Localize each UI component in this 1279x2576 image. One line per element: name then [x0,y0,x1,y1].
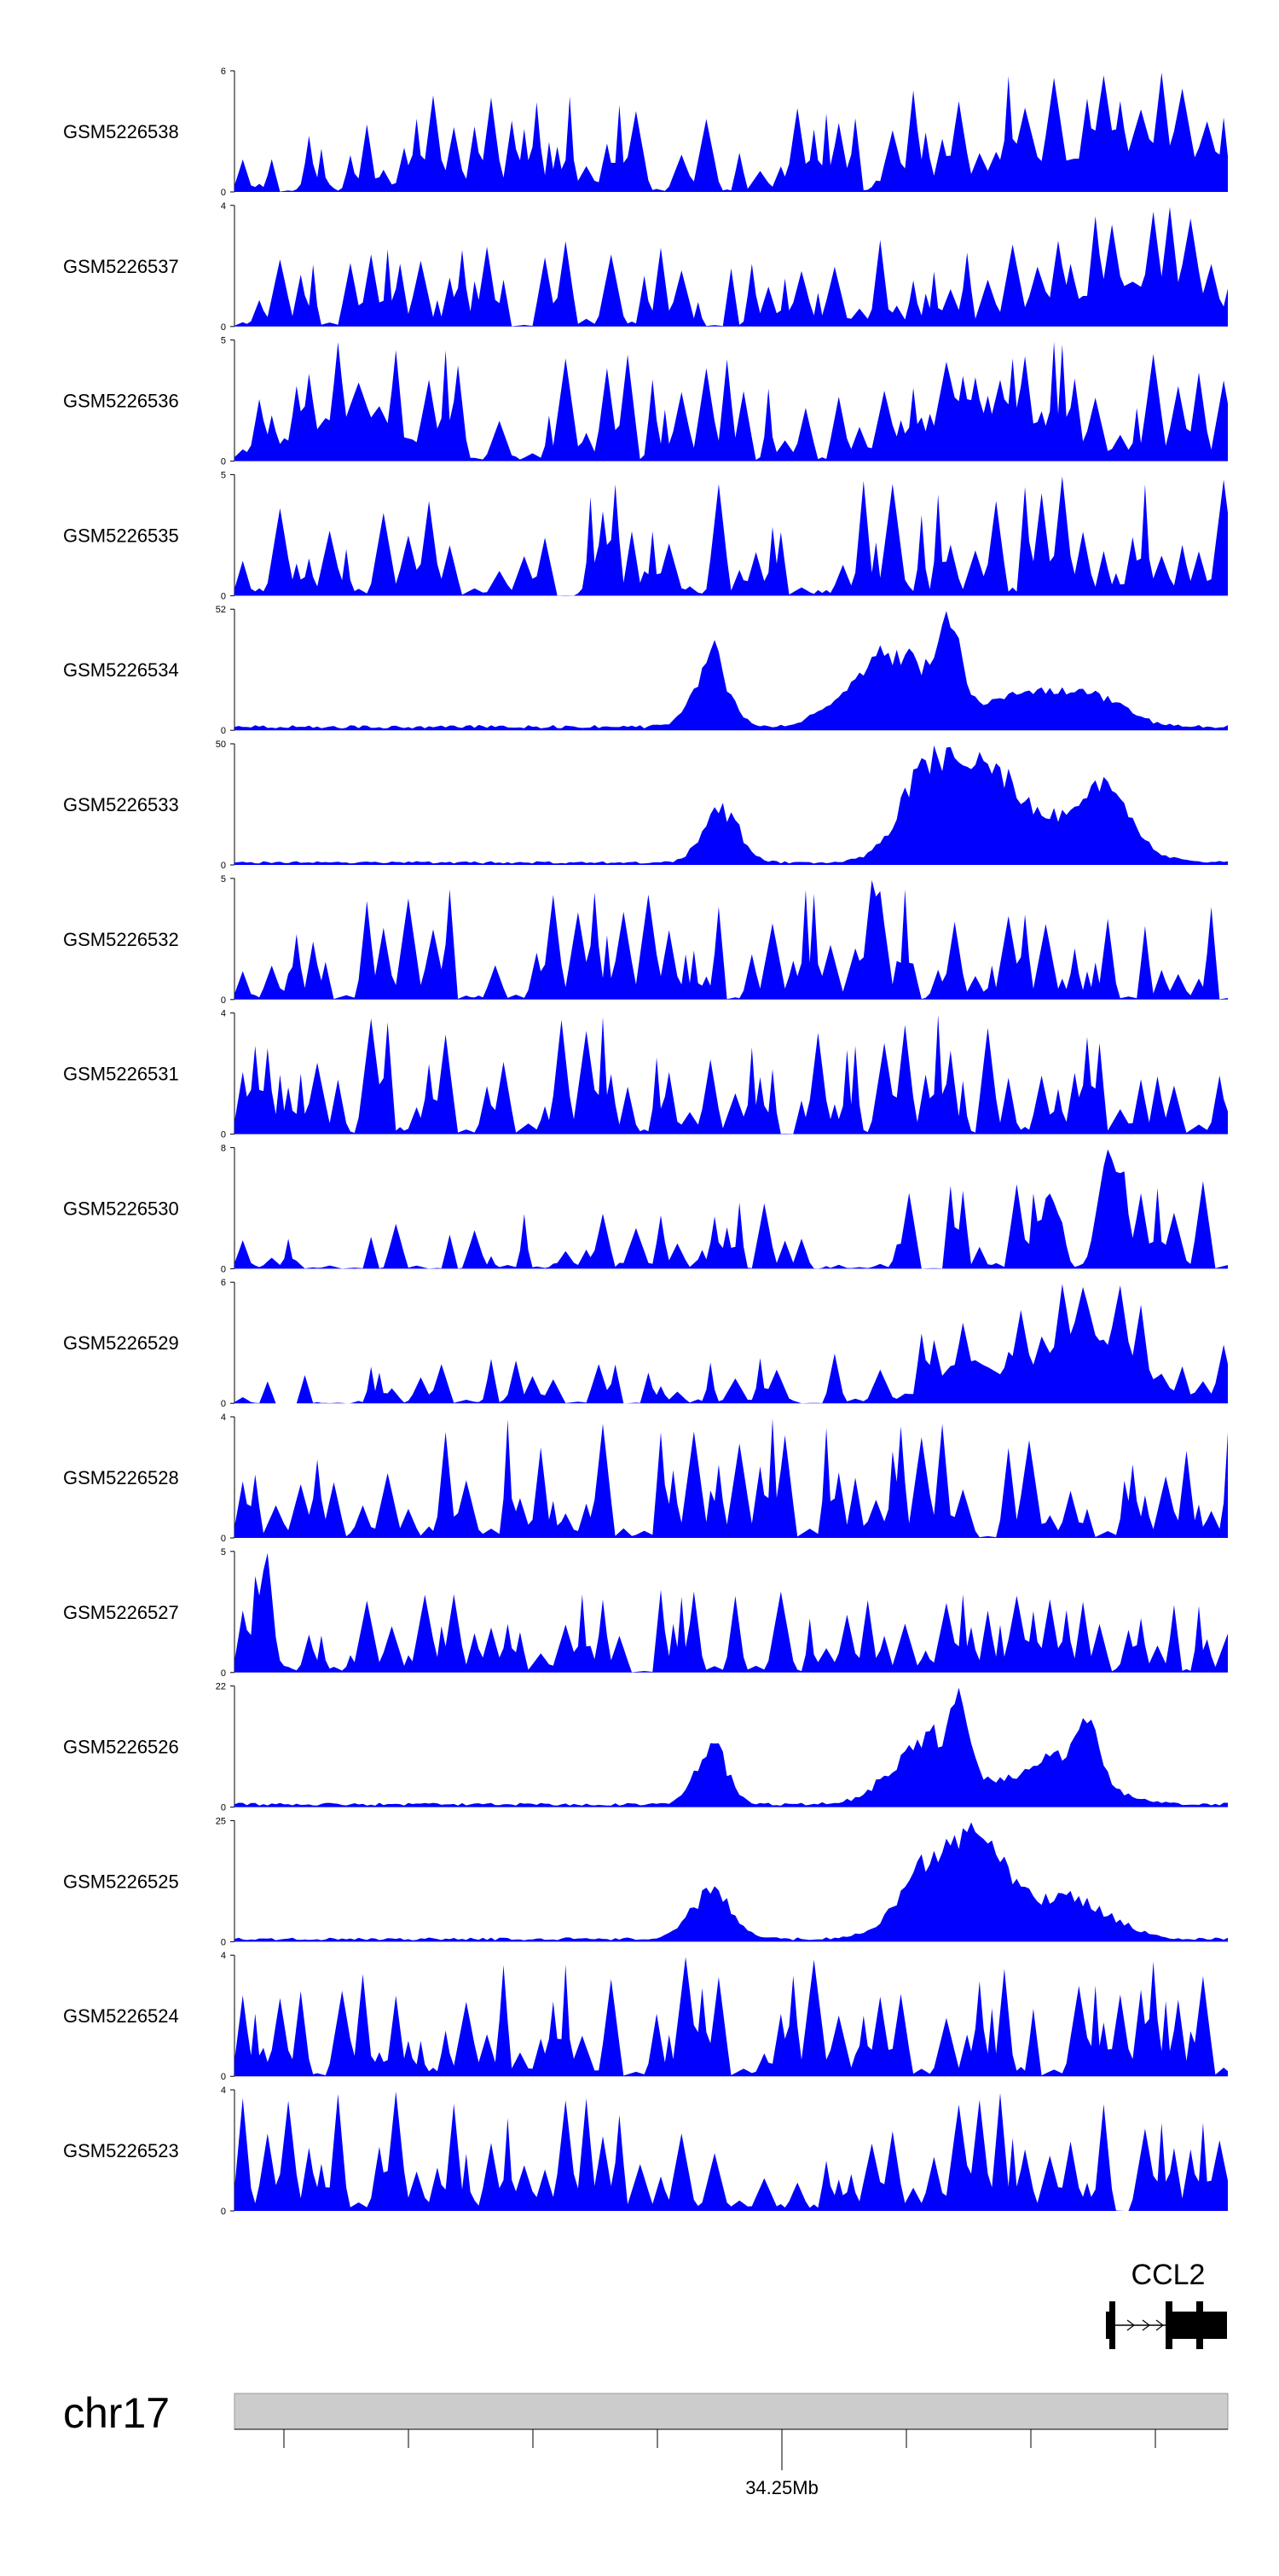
coverage-area [234,206,1228,327]
track-GSM5226537: GSM5226537 4 0 [63,201,1228,333]
utr-5prime [1106,2312,1109,2339]
y-max-label: 4 [221,1951,226,1961]
y-min-label: 0 [221,1534,226,1544]
track-label: GSM5226523 [63,2140,179,2161]
y-max-label: 5 [221,336,226,346]
y-min-label: 0 [221,322,226,333]
y-max-label: 6 [221,67,226,77]
track-GSM5226525: GSM5226525 25 0 [63,1816,1228,1947]
track-GSM5226535: GSM5226535 5 0 [63,470,1228,601]
exon-2 [1166,2301,1172,2349]
y-max-label: 50 [216,740,226,750]
y-min-label: 0 [221,2207,226,2217]
track-label: GSM5226532 [63,929,179,950]
y-max-label: 25 [216,1816,226,1826]
y-max-label: 4 [221,1413,226,1423]
y-min-label: 0 [221,995,226,1006]
track-label: GSM5226538 [63,121,179,142]
coverage-area [234,1687,1228,1807]
track-GSM5226530: GSM5226530 8 0 [63,1143,1228,1274]
coverage-area [234,1822,1228,1942]
track-label: GSM5226529 [63,1332,179,1354]
y-min-label: 0 [221,1803,226,1813]
y-min-label: 0 [221,1937,226,1947]
y-min-label: 0 [221,2072,226,2082]
y-max-label: 22 [216,1682,226,1692]
strand-arrow [1126,2319,1135,2331]
y-max-label: 4 [221,201,226,212]
track-GSM5226529: GSM5226529 6 0 [63,1278,1228,1409]
coverage-area [234,341,1228,461]
chromosome-ideogram [234,2393,1229,2430]
y-max-label: 6 [221,1278,226,1288]
track-label: GSM5226537 [63,256,179,277]
y-min-label: 0 [221,1668,226,1679]
track-GSM5226531: GSM5226531 4 0 [63,1009,1228,1140]
track-GSM5226524: GSM5226524 4 0 [63,1951,1228,2082]
coverage-area [234,879,1228,1000]
track-label: GSM5226526 [63,1737,179,1758]
y-min-label: 0 [221,861,226,871]
gene-model-ccl2 [1106,2301,1227,2349]
y-max-label: 5 [221,874,226,885]
track-GSM5226533: GSM5226533 50 0 [63,740,1228,871]
genome-axis: 34.25Mb [234,2428,1228,2498]
coverage-area [234,1014,1228,1134]
y-min-label: 0 [221,188,226,198]
y-max-label: 4 [221,2086,226,2096]
coverage-area [234,1419,1228,1538]
gene-annotation-track: CCL2 [1106,2259,1227,2349]
y-max-label: 8 [221,1143,226,1153]
ideogram-track: chr17 [63,2389,1229,2437]
track-GSM5226532: GSM5226532 5 0 [63,874,1228,1006]
y-min-label: 0 [221,591,226,601]
utr-3prime [1203,2312,1227,2339]
y-min-label: 0 [221,457,226,467]
track-label: GSM5226536 [63,391,179,412]
exon-1 [1109,2301,1115,2349]
gene-label-ccl2: CCL2 [1131,2259,1206,2291]
genome-position-label: 34.25Mb [745,2477,819,2498]
strand-arrow [1142,2319,1150,2331]
track-GSM5226534: GSM5226534 52 0 [63,605,1228,736]
coverage-area [234,1149,1228,1269]
track-GSM5226536: GSM5226536 5 0 [63,336,1228,467]
track-label: GSM5226525 [63,1871,179,1892]
track-GSM5226538: GSM5226538 6 0 [63,67,1228,198]
strand-arrow [1155,2319,1164,2331]
track-label: GSM5226533 [63,794,179,815]
coverage-area [234,1552,1228,1673]
chromosome-label: chr17 [63,2389,170,2437]
coverage-area [234,73,1228,192]
track-label: GSM5226535 [63,525,179,546]
y-max-label: 52 [216,605,226,615]
exon-3b [1196,2301,1203,2349]
coverage-area [234,476,1228,596]
y-max-label: 5 [221,1547,226,1558]
track-GSM5226527: GSM5226527 5 0 [63,1547,1228,1679]
y-max-label: 5 [221,470,226,480]
y-min-label: 0 [221,726,226,736]
y-min-label: 0 [221,1399,226,1409]
track-label: GSM5226528 [63,1467,179,1488]
coverage-area [234,1284,1228,1404]
exon-3 [1172,2312,1196,2339]
track-GSM5226526: GSM5226526 22 0 [63,1682,1228,1813]
coverage-area [234,746,1228,865]
coverage-area [234,611,1228,731]
coverage-area [234,1957,1228,2077]
track-GSM5226528: GSM5226528 4 0 [63,1413,1228,1544]
track-label: GSM5226531 [63,1064,179,1085]
y-max-label: 4 [221,1009,226,1019]
track-label: GSM5226524 [63,2005,179,2027]
track-label: GSM5226527 [63,1602,179,1623]
track-label: GSM5226530 [63,1198,179,1219]
track-GSM5226523: GSM5226523 4 0 [63,2086,1228,2217]
coverage-area [234,2092,1228,2211]
y-min-label: 0 [221,1264,226,1274]
track-label: GSM5226534 [63,659,179,681]
coverage-tracks: GSM522653860GSM522653740GSM522653650GSM5… [63,67,1228,2217]
y-min-label: 0 [221,1130,226,1140]
